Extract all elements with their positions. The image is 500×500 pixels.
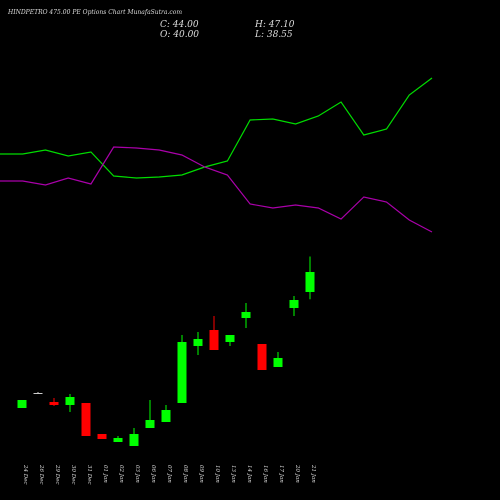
candle-body [305,272,315,292]
candle-body [145,420,155,428]
x-tick-label: 01 Jan [102,465,108,483]
candle-body [129,434,139,446]
ohlc-open: O: 40.00 [160,30,199,40]
candle-body [273,358,283,367]
x-tick-label: 20 Jan [294,464,300,483]
candle-body [225,335,235,342]
x-tick-label: 21 Jan [310,464,316,483]
x-tick-label: 26 Dec [38,464,44,485]
x-tick-label: 03 Jan [134,465,140,483]
candle-body [193,339,203,346]
candle-body [289,300,299,308]
x-tick-label: 08 Jan [182,465,188,483]
x-tick-label: 02 Jan [118,465,124,483]
candle-body [33,393,43,394]
x-tick-label: 31 Dec [86,465,92,485]
ohlc-high: H: 47.10 [254,20,295,30]
candle-body [49,402,59,405]
candle-body [65,397,75,405]
x-tick-label: 06 Jan [150,465,156,483]
indicator-line [0,146,433,233]
x-tick-label: 14 Jan [246,465,252,483]
candle-body [177,342,187,403]
x-tick-label: 13 Jan [230,465,236,483]
x-tick-label: 10 Jan [214,465,220,483]
candle-body [113,438,123,442]
x-tick-label: 17 Jan [278,465,284,483]
x-tick-label: 24 Dec [22,464,28,485]
x-tick-label: 16 Jan [262,465,268,483]
x-tick-label: 29 Dec [54,464,60,485]
x-tick-label: 30 Dec [70,465,76,485]
candle-body [81,403,91,436]
indicator-line [0,77,433,179]
candle-body [241,312,251,318]
candle-body [17,400,27,408]
x-tick-label: 09 Jan [198,465,204,483]
candle-body [209,330,219,350]
candle-body [97,434,107,439]
ohlc-low: L: 38.55 [254,30,293,40]
ohlc-close: C: 44.00 [160,20,199,30]
chart-title: HINDPETRO 475.00 PE Options Chart Munafa… [7,9,182,16]
candle-body [257,344,267,370]
candle-body [161,410,171,422]
x-tick-label: 07 Jan [166,465,172,483]
